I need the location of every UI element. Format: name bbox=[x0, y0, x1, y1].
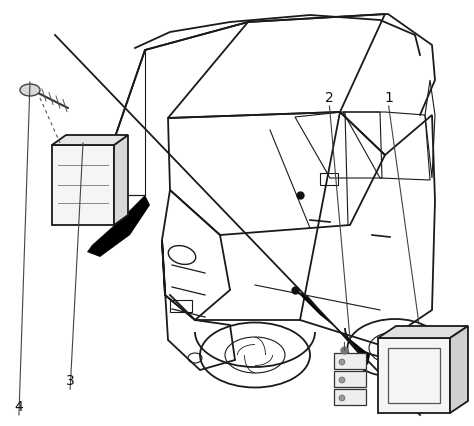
Polygon shape bbox=[334, 371, 366, 387]
Text: 2: 2 bbox=[325, 91, 334, 105]
Polygon shape bbox=[334, 389, 366, 405]
Text: 4: 4 bbox=[15, 400, 23, 414]
Polygon shape bbox=[334, 353, 366, 369]
Bar bbox=[170, 300, 192, 312]
Ellipse shape bbox=[339, 395, 345, 401]
Polygon shape bbox=[450, 326, 468, 413]
Ellipse shape bbox=[339, 359, 345, 365]
Polygon shape bbox=[378, 338, 450, 413]
Polygon shape bbox=[87, 195, 150, 257]
Text: 3: 3 bbox=[66, 374, 74, 388]
Polygon shape bbox=[52, 145, 114, 225]
Polygon shape bbox=[52, 135, 128, 145]
Text: 1: 1 bbox=[384, 91, 393, 105]
Bar bbox=[320, 173, 338, 185]
Polygon shape bbox=[295, 290, 370, 365]
Polygon shape bbox=[114, 135, 128, 225]
Ellipse shape bbox=[339, 377, 345, 383]
Ellipse shape bbox=[20, 84, 40, 96]
Polygon shape bbox=[378, 326, 468, 338]
